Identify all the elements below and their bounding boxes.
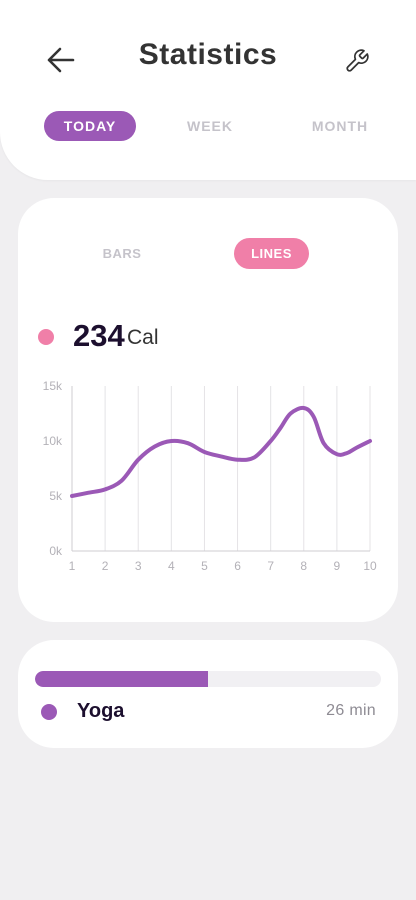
- wrench-icon: [346, 49, 369, 72]
- tab-month[interactable]: MONTH: [311, 118, 369, 134]
- x-tick-label: 1: [69, 559, 76, 573]
- chart-card: BARS LINES 234 Cal 1 2 3 4 5 6 7 8 9 10 0k 5k 10k 15k: [18, 198, 398, 622]
- x-tick-label: 2: [102, 559, 109, 573]
- calories-unit: Cal: [127, 326, 159, 349]
- activity-dot: [41, 704, 57, 720]
- x-tick-label: 10: [363, 559, 377, 573]
- page-title: Statistics: [138, 38, 278, 71]
- tab-today[interactable]: TODAY: [44, 111, 136, 141]
- header: Statistics TODAY WEEK MONTH: [0, 0, 416, 180]
- x-tick-label: 4: [168, 559, 175, 573]
- tab-lines[interactable]: LINES: [234, 238, 309, 269]
- x-tick-label: 5: [201, 559, 208, 573]
- progress-fill: [35, 671, 208, 687]
- x-tick-label: 8: [300, 559, 307, 573]
- y-tick-label: 5k: [49, 489, 63, 503]
- tab-week[interactable]: WEEK: [187, 118, 233, 134]
- calories-value: 234: [73, 318, 125, 353]
- x-tick-label: 7: [267, 559, 274, 573]
- x-tick-label: 6: [234, 559, 241, 573]
- activity-name: Yoga: [77, 700, 125, 722]
- line-chart: 1 2 3 4 5 6 7 8 9 10 0k 5k 10k 15k: [43, 379, 377, 573]
- back-button[interactable]: [44, 44, 78, 76]
- calories-dot: [38, 329, 54, 345]
- y-tick-label: 10k: [43, 434, 63, 448]
- activity-card[interactable]: Yoga 26 min: [18, 640, 398, 748]
- x-tick-label: 3: [135, 559, 142, 573]
- series-line: [70, 405, 372, 498]
- y-tick-label: 15k: [43, 379, 63, 393]
- settings-button[interactable]: [340, 44, 374, 78]
- activity-duration: 26 min: [326, 702, 376, 719]
- arrow-left-icon: [47, 47, 75, 73]
- y-tick-label: 0k: [49, 544, 63, 558]
- x-tick-label: 9: [334, 559, 341, 573]
- progress-track: [35, 671, 381, 687]
- tab-bars[interactable]: BARS: [102, 246, 142, 261]
